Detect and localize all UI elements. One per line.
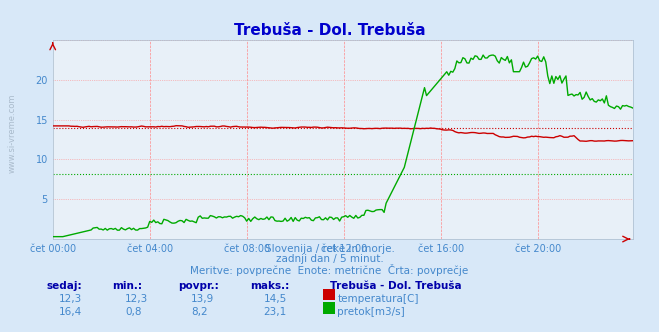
Text: 0,8: 0,8 (125, 307, 142, 317)
Text: sedaj:: sedaj: (46, 281, 82, 290)
Text: Trebuša - Dol. Trebuša: Trebuša - Dol. Trebuša (234, 23, 425, 38)
Text: 14,5: 14,5 (264, 294, 287, 304)
Text: 13,9: 13,9 (191, 294, 214, 304)
Text: temperatura[C]: temperatura[C] (337, 294, 419, 304)
Text: 12,3: 12,3 (59, 294, 82, 304)
Text: povpr.:: povpr.: (178, 281, 219, 290)
Text: Trebuša - Dol. Trebuša: Trebuša - Dol. Trebuša (330, 281, 461, 290)
Text: Slovenija / reke in morje.: Slovenija / reke in morje. (264, 244, 395, 254)
Text: 23,1: 23,1 (264, 307, 287, 317)
Text: min.:: min.: (112, 281, 142, 290)
Text: pretok[m3/s]: pretok[m3/s] (337, 307, 405, 317)
Text: maks.:: maks.: (250, 281, 290, 290)
Text: 16,4: 16,4 (59, 307, 82, 317)
Text: 8,2: 8,2 (191, 307, 208, 317)
Text: 12,3: 12,3 (125, 294, 148, 304)
Text: Meritve: povprečne  Enote: metrične  Črta: povprečje: Meritve: povprečne Enote: metrične Črta:… (190, 264, 469, 276)
Text: www.si-vreme.com: www.si-vreme.com (8, 93, 17, 173)
Text: zadnji dan / 5 minut.: zadnji dan / 5 minut. (275, 254, 384, 264)
